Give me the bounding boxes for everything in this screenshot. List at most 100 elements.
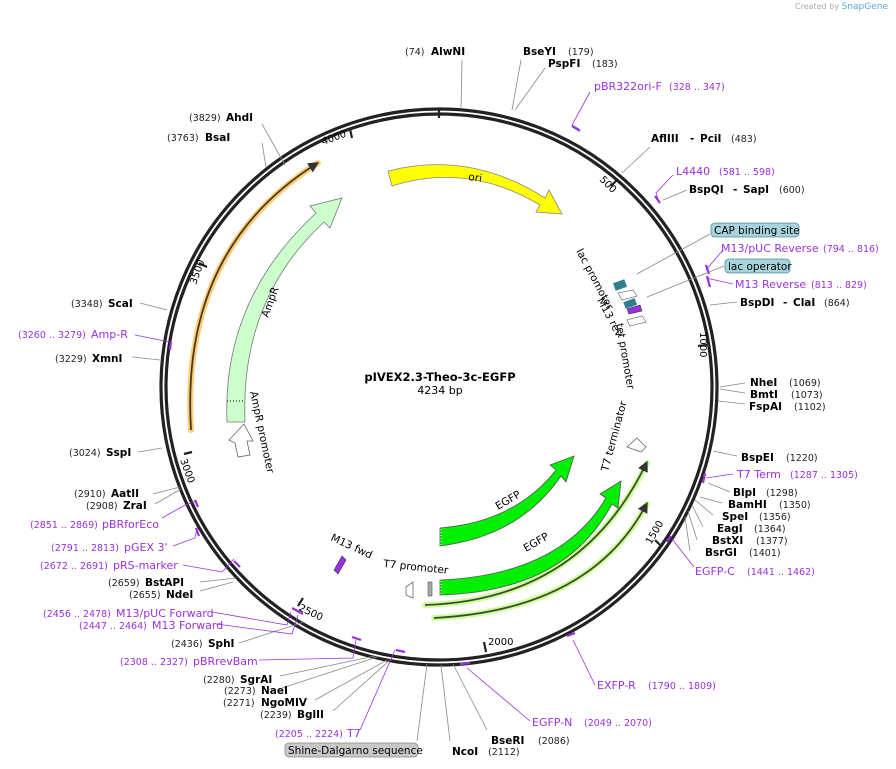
enzyme-ncoi[interactable]: NcoI (2112) [452, 746, 520, 758]
primer-range: (2672 .. 2691) [40, 561, 108, 572]
shine-dalgarno-box[interactable]: Shine-Dalgarno sequence [284, 742, 423, 758]
enzyme-naei[interactable]: (2273) NaeI [224, 685, 288, 697]
enzyme-pos: (179) [568, 47, 594, 58]
enzyme-xmni[interactable]: (3229) XmnI [55, 353, 122, 365]
enzyme-sspi[interactable]: (3024) SspI [69, 447, 131, 459]
credit-brand: SnapGene [841, 2, 888, 12]
m13-fwd-label: M13 fwd [329, 532, 374, 562]
enzyme-name: EagI [717, 523, 743, 535]
enzyme-afliii-pcii[interactable]: AflIII - PciI (483) [651, 133, 757, 145]
enzyme-labels: (74) AlwNI BseYI (179) PspFI (183) AflIII - P… [55, 46, 850, 758]
enzyme-bspdi-clai[interactable]: BspDI - ClaI (864) [740, 297, 850, 309]
enzyme-sgrai[interactable]: (2280) SgrAI [203, 674, 272, 686]
enzyme-name: SgrAI [240, 674, 272, 686]
orf-orange[interactable] [187, 160, 321, 433]
enzyme-name: BspEI [741, 452, 774, 464]
primer-m13-puc-forward[interactable]: (2456 .. 2478) M13/pUC Forward [43, 607, 214, 620]
primer-m13-puc-reverse[interactable]: M13/pUC Reverse (794 .. 816) [721, 242, 879, 255]
primer-exfp-r[interactable]: EXFP-R (1790 .. 1809) [597, 679, 716, 692]
plasmid-name: pIVEX2.3-Theo-3c-EGFP [364, 370, 515, 384]
enzyme-bspei[interactable]: BspEI (1220) [741, 452, 818, 464]
enzyme-name2: SapI [743, 184, 769, 196]
enzyme-name: AatII [111, 488, 139, 500]
primer-amp-r[interactable]: (3260 .. 3279) Amp-R [18, 328, 128, 341]
shine-dalgarno-label: Shine-Dalgarno sequence [288, 745, 423, 757]
primer-range: (2851 .. 2869) [30, 520, 98, 531]
enzyme-aatii[interactable]: (2910) AatII [74, 488, 139, 500]
t7-promoter-feature[interactable]: T7 promoter [382, 558, 450, 599]
ori-feature[interactable]: ori [387, 164, 563, 215]
cap-binding-site-box[interactable]: CAP binding site [636, 222, 800, 275]
primer-t7[interactable]: (2205 .. 2224) T7 [275, 727, 361, 740]
m13-fwd-feature[interactable]: M13 fwd [329, 532, 374, 575]
enzyme-scai[interactable]: (3348) ScaI [71, 298, 133, 310]
enzyme-bstxi[interactable]: BstXI (1377) [712, 535, 788, 547]
primer-egfp-c[interactable]: EGFP-C (1441 .. 1462) [695, 565, 815, 578]
enzyme-sphi[interactable]: (2436) SphI [171, 638, 234, 650]
enzyme-name: BamHI [728, 499, 767, 511]
primer-pbr322ori-f[interactable]: pBR322ori-F (328 .. 347) [594, 80, 725, 93]
enzyme-pos: (2271) [223, 698, 255, 709]
enzyme-bseri[interactable]: BseRI (2086) [491, 735, 570, 747]
enzyme-nhei[interactable]: NheI (1069) [750, 377, 821, 389]
enzyme-pos: (1377) [756, 536, 788, 547]
enzyme-alwni[interactable]: (74) AlwNI [405, 46, 465, 58]
primer-pbrrevbam[interactable]: (2308 .. 2327) pBRrevBam [120, 655, 258, 668]
enzyme-pos: (2659) [108, 578, 140, 589]
enzyme-bseyi[interactable]: BseYI (179) [523, 46, 594, 58]
enzyme-name: SspI [106, 447, 131, 459]
primer-prs-marker[interactable]: (2672 .. 2691) pRS-marker [40, 559, 178, 572]
plasmid-length: 4234 bp [417, 384, 462, 397]
primer-name: M13/pUC Forward [116, 607, 214, 620]
primer-range: (2308 .. 2327) [120, 657, 188, 668]
enzyme-bamhi[interactable]: BamHI (1350) [728, 499, 811, 511]
enzyme-bstapi[interactable]: (2659) BstAPI [108, 577, 184, 589]
primer-m13-forward[interactable]: (2447 .. 2464) M13 Forward [79, 619, 223, 632]
enzyme-blpi[interactable]: BlpI (1298) [733, 487, 798, 499]
enzyme-pos: (1298) [766, 488, 798, 499]
enzyme-name2: ClaI [793, 297, 815, 309]
primer-m13-reverse[interactable]: M13 Reverse (813 .. 829) [735, 278, 867, 291]
lac-operator-box[interactable]: lac operator [646, 258, 792, 298]
enzyme-spei[interactable]: SpeI (1356) [722, 511, 791, 523]
orf-green-outer[interactable] [422, 460, 650, 608]
primer-range: (581 .. 598) [719, 167, 775, 178]
primer-l4440[interactable]: L4440 (581 .. 598) [676, 165, 775, 178]
enzyme-bmti[interactable]: BmtI (1073) [750, 389, 823, 401]
lac-cluster[interactable]: lac promoter M13 rev tet promoter [573, 247, 647, 391]
enzyme-pos: (600) [779, 185, 805, 196]
enzyme-pos: (3229) [55, 354, 87, 365]
enzyme-ngomiv[interactable]: (2271) NgoMIV [223, 697, 308, 709]
enzyme-fspai[interactable]: FspAI (1102) [749, 401, 826, 413]
primer-name: T7 [346, 727, 361, 740]
orf-green-inner[interactable] [431, 501, 650, 621]
primer-pbrforeco[interactable]: (2851 .. 2869) pBRforEco [30, 518, 159, 531]
enzyme-pos: (1356) [759, 512, 791, 523]
ori-label: ori [468, 171, 483, 185]
enzyme-bspqi-sapi[interactable]: BspQI - SapI (600) [689, 184, 805, 196]
enzyme-pspfi[interactable]: PspFI (183) [548, 58, 618, 70]
primer-egfp-n[interactable]: EGFP-N (2049 .. 2070) [532, 716, 652, 729]
primer-name: M13/pUC Reverse [721, 242, 819, 255]
enzyme-bglii[interactable]: (2239) BglII [260, 709, 324, 721]
enzyme-name2: PciI [700, 133, 721, 145]
enzyme-bsrgi[interactable]: BsrGI (1401) [705, 547, 781, 559]
enzyme-eagi[interactable]: EagI (1364) [717, 523, 786, 535]
primer-range: (2456 .. 2478) [43, 609, 111, 620]
primer-name: pBR322ori-F [594, 80, 662, 93]
t7-terminator-feature[interactable]: T7 terminator [599, 399, 647, 474]
primer-t7-term[interactable]: T7 Term (1287 .. 1305) [736, 468, 858, 481]
enzyme-pos: (2273) [224, 686, 256, 697]
enzyme-dash: - [783, 297, 787, 309]
ampr-promoter-label: AmpR promoter [247, 390, 276, 475]
enzyme-zrai[interactable]: (2908) ZraI [86, 500, 147, 512]
enzyme-name: NgoMIV [261, 697, 308, 709]
enzyme-pos: (2655) [129, 590, 161, 601]
primer-pgex-3[interactable]: (2791 .. 2813) pGEX 3' [51, 541, 168, 554]
enzyme-bsai[interactable]: (3763) BsaI [167, 132, 230, 144]
egfp-feature-1[interactable]: EGFP [439, 455, 575, 547]
enzyme-ndei[interactable]: (2655) NdeI [129, 589, 193, 601]
enzyme-ahdi[interactable]: (3829) AhdI [189, 112, 253, 124]
primer-name: EXFP-R [597, 679, 636, 692]
